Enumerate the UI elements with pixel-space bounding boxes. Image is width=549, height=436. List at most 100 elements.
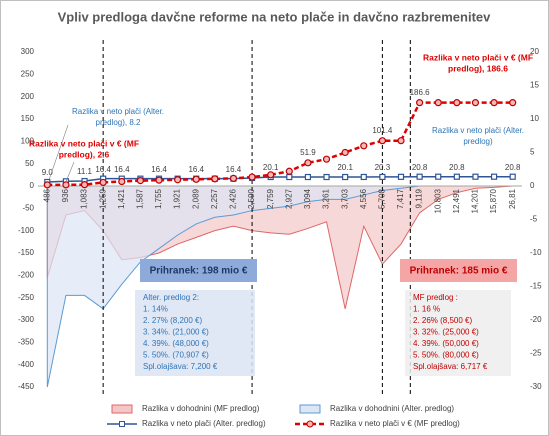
marker xyxy=(304,159,312,167)
x-tick-label: 936 xyxy=(61,188,70,202)
legend-swatch xyxy=(111,404,133,414)
annotation: predlog) xyxy=(463,137,493,146)
text-box-line: 2. 27% (8,200 €) xyxy=(143,316,202,325)
y-tick-label: 100 xyxy=(21,136,35,145)
legend-label: Razlika v dohodnini (MF predlog) xyxy=(142,404,260,413)
x-tick-label: 2,089 xyxy=(191,188,200,209)
y-tick-label: -300 xyxy=(18,315,35,324)
text-box-line: Spl.olajšava: 7,200 € xyxy=(143,362,218,371)
y2-tick-label: 20 xyxy=(530,47,539,56)
y-tick-label: -50 xyxy=(22,203,34,212)
annotation: predlog), 8.2 xyxy=(96,118,141,127)
x-tick-label: 9,119 xyxy=(415,188,424,208)
marker xyxy=(471,99,480,107)
marker xyxy=(397,173,405,180)
marker xyxy=(285,167,293,175)
marker xyxy=(322,155,331,163)
x-tick-label: 1,421 xyxy=(117,188,126,209)
y2-tick-label: 0 xyxy=(530,181,535,190)
marker xyxy=(118,177,126,186)
y2-tick-label: -30 xyxy=(530,382,542,391)
annotation: Razlika v neto plači (Alter. xyxy=(72,107,164,116)
leader xyxy=(49,124,69,180)
y2-tick-label: 15 xyxy=(530,81,539,90)
data-label: 20.3 xyxy=(375,163,391,172)
text-box-line: 4. 39%. (50,000 €) xyxy=(413,339,479,348)
x-tick-label: 10,803 xyxy=(433,188,442,213)
data-label: 101.4 xyxy=(372,126,393,135)
marker xyxy=(490,173,498,180)
marker xyxy=(174,176,182,184)
x-tick-label: 1,083 xyxy=(80,188,89,209)
marker xyxy=(509,99,517,107)
data-label: 16.4 xyxy=(95,165,111,174)
y2-tick-label: -5 xyxy=(530,215,538,224)
chart-title: Vpliv predloga davčne reforme na neto pl… xyxy=(58,9,492,24)
y-tick-label: -150 xyxy=(18,248,35,257)
x-tick-label: 2,426 xyxy=(229,188,238,209)
y-tick-label: 150 xyxy=(21,114,35,123)
savings-label: Prihranek: 198 mio € xyxy=(150,266,248,277)
y2-tick-label: 10 xyxy=(530,114,539,123)
data-label: 51.9 xyxy=(300,148,316,157)
line xyxy=(47,175,513,183)
x-tick-label: 15,870 xyxy=(489,188,498,213)
text-box-line: 5. 50%. (70,907 €) xyxy=(143,351,209,360)
marker xyxy=(211,175,219,183)
x-tick-label: 3,261 xyxy=(322,188,331,209)
x-tick-label: 12,491 xyxy=(452,188,461,213)
marker xyxy=(416,173,423,180)
savings-label: Prihranek: 185 mio € xyxy=(410,266,508,277)
marker xyxy=(434,99,442,107)
y-tick-label: -250 xyxy=(18,293,35,302)
x-tick-label: 1,259 xyxy=(98,188,107,209)
text-box-line: 1. 16 % xyxy=(413,305,440,314)
marker xyxy=(453,173,460,180)
y-tick-label: 300 xyxy=(21,47,35,56)
data-label: 16.4 xyxy=(114,165,130,174)
legend-item: Razlika v dohodnini (MF predlog) xyxy=(111,404,260,414)
x-tick-label: 5,708 xyxy=(377,188,386,209)
x-tick-label: 26,81 xyxy=(508,188,517,209)
text-box-line: 4. 39%. (48,000 €) xyxy=(143,339,209,348)
marker xyxy=(80,181,89,189)
data-label: 16.4 xyxy=(226,165,242,174)
marker xyxy=(397,137,405,145)
text-box xyxy=(135,290,255,376)
x-tick-label: 1,755 xyxy=(154,188,163,209)
leader xyxy=(65,161,75,182)
marker xyxy=(99,178,107,187)
legend-item: Razlika v neto plači (Alter. predlog) xyxy=(107,419,266,428)
marker xyxy=(360,142,368,150)
legend-label: Razlika v neto plači v € (MF predlog) xyxy=(330,419,460,428)
text-box-line: 2. 26% (8,500 €) xyxy=(413,316,472,325)
marker xyxy=(136,177,144,185)
text-box-line: 3. 32%. (25,000 €) xyxy=(413,328,479,337)
text-box-line: MF predlog : xyxy=(413,293,458,302)
marker xyxy=(453,99,461,107)
data-label: 20.8 xyxy=(449,163,465,172)
y2-tick-label: -10 xyxy=(530,248,542,257)
x-tick-label: 3,094 xyxy=(303,188,312,209)
marker xyxy=(490,99,498,107)
y-tick-label: 250 xyxy=(21,69,35,78)
y2-tick-label: -20 xyxy=(530,315,542,324)
marker xyxy=(286,173,293,181)
x-tick-label: 2,927 xyxy=(284,188,293,209)
data-label: 186.6 xyxy=(410,88,431,97)
data-label: 20.8 xyxy=(505,163,521,172)
savings-box xyxy=(140,259,257,282)
legend-marker xyxy=(306,420,314,428)
legend-label: Razlika v neto plači (Alter. predlog) xyxy=(142,419,266,428)
y-tick-label: -350 xyxy=(18,337,35,346)
data-label: 20.1 xyxy=(263,163,279,172)
y-tick-label: -450 xyxy=(18,382,35,391)
x-tick-label: 14,201 xyxy=(471,188,480,213)
x-tick-label: 7,417 xyxy=(396,188,405,209)
data-label: 20.8 xyxy=(412,163,428,172)
x-tick-label: 3,703 xyxy=(340,188,349,209)
marker xyxy=(472,173,479,180)
y-tick-label: 50 xyxy=(25,159,34,168)
marker xyxy=(267,171,275,179)
annotation: Razlika v neto plači (Alter. xyxy=(432,126,524,135)
